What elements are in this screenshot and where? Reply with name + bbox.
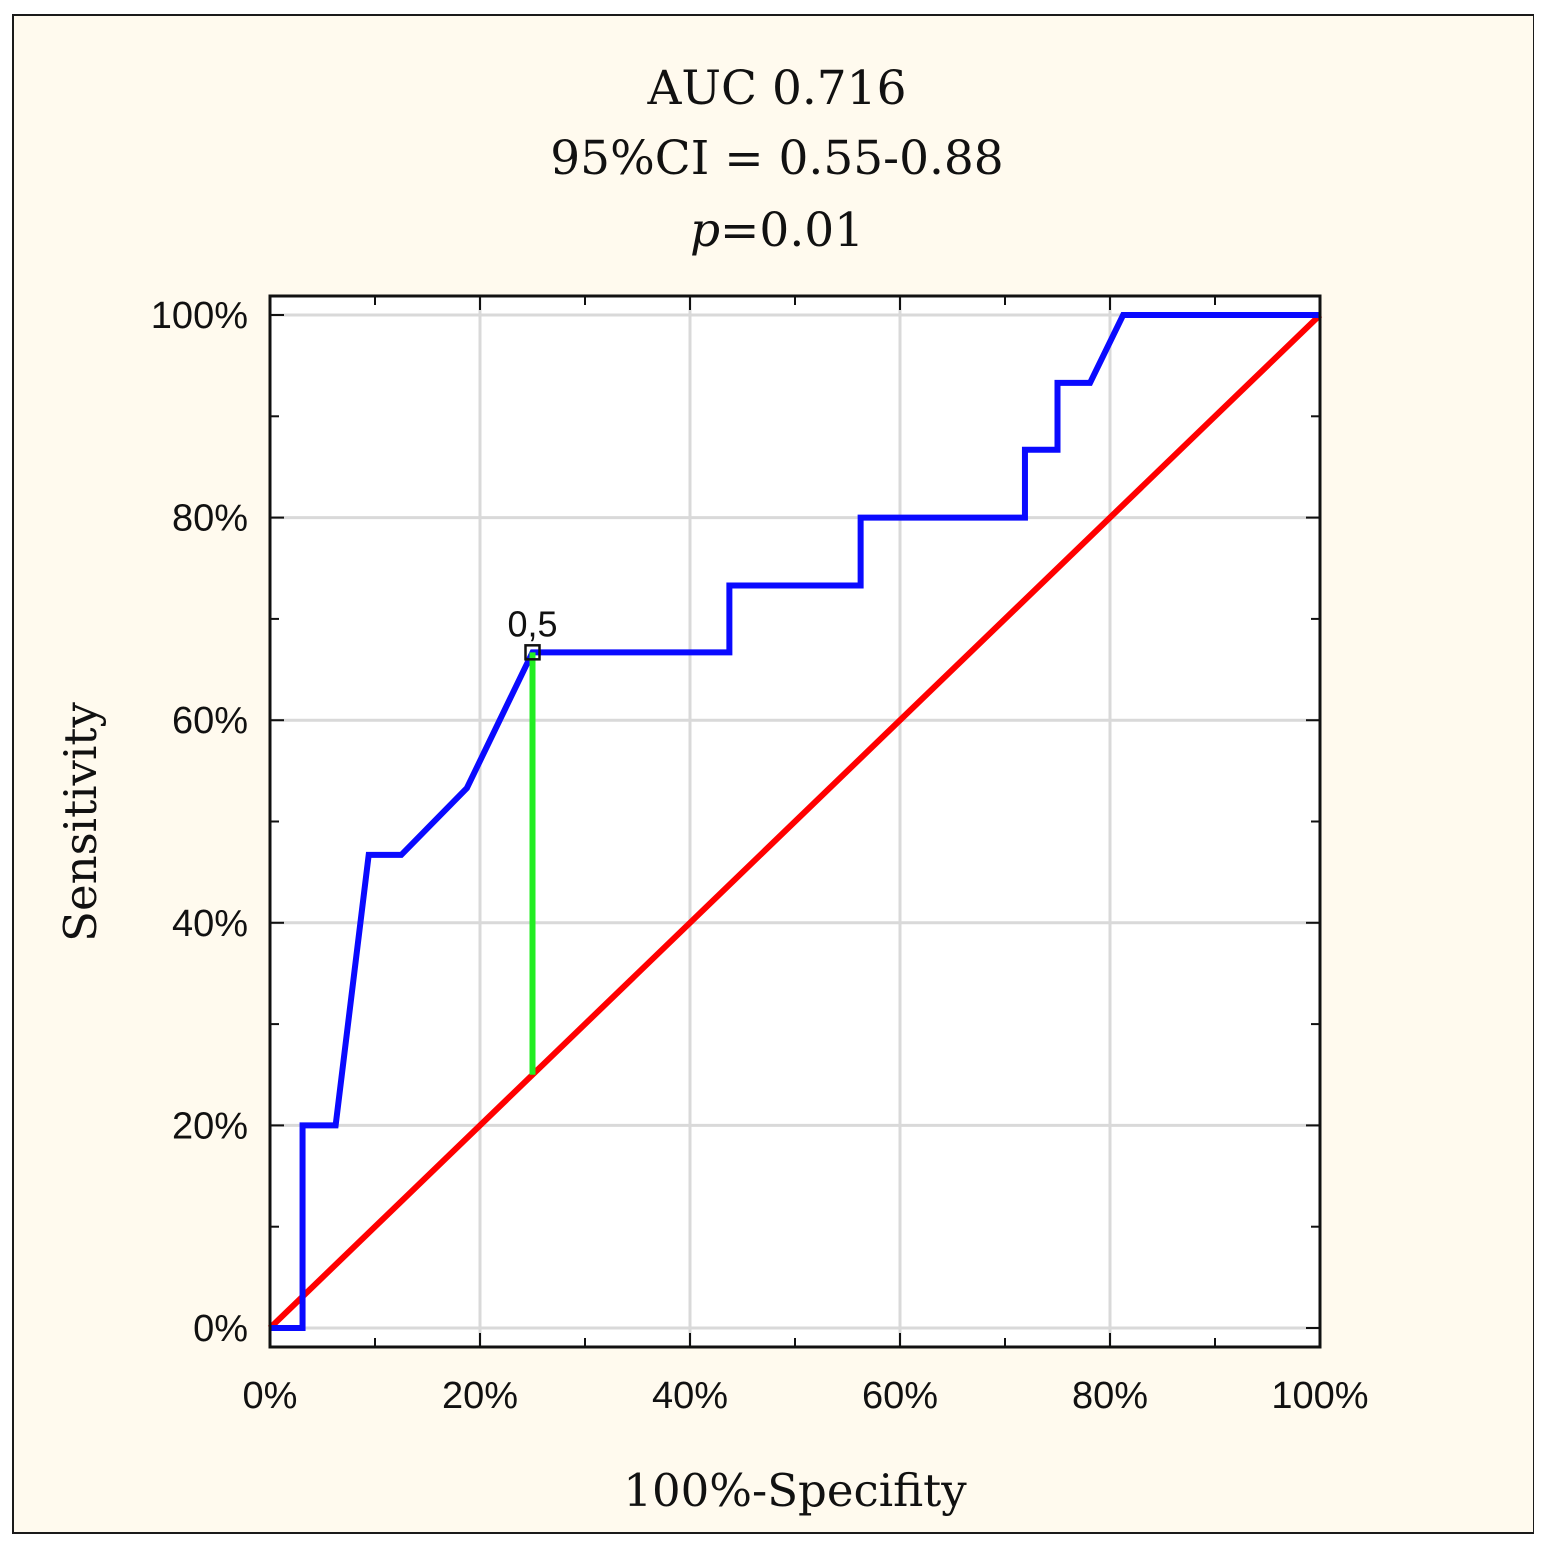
x-tick-label: 40% <box>652 1375 728 1417</box>
cutoff-label: 0,5 <box>507 603 557 644</box>
reference-curve <box>267 312 1323 1331</box>
y-tick-label: 80% <box>172 498 248 540</box>
x-tick-label: 80% <box>1072 1375 1148 1417</box>
x-tick-label: 60% <box>862 1375 938 1417</box>
title-p-value: p=0.01 <box>690 203 864 258</box>
y-axis-label: Sensitivity <box>54 702 107 942</box>
y-tick-label: 20% <box>172 1105 248 1147</box>
y-tick-label: 0% <box>193 1308 248 1350</box>
title-auc: AUC 0.716 <box>646 61 906 116</box>
y-tick-label: 100% <box>151 295 248 337</box>
roc-curve <box>270 312 1320 1331</box>
x-tick-label: 100% <box>1271 1375 1368 1417</box>
title-ci: 95%CI = 0.55-0.88 <box>550 131 1003 186</box>
cutoff-marker <box>524 644 541 661</box>
x-tick-label: 0% <box>243 1375 298 1417</box>
y-tick-label: 40% <box>172 903 248 945</box>
title-p-symbol: p <box>690 203 720 258</box>
annotations: 0,5 <box>507 603 558 661</box>
title-p-rest: =0.01 <box>720 203 864 258</box>
y-tick-label: 60% <box>172 700 248 742</box>
tick-labels: 0% 0% 20% 20% 40% 40% 60% 60% 80% 80% 100% 100% <box>151 295 1369 1417</box>
x-tick-label: 20% <box>442 1375 518 1417</box>
series <box>267 312 1323 1331</box>
plot-border <box>268 294 1322 1349</box>
x-axis-label: 100%-Specifity <box>623 1464 967 1517</box>
